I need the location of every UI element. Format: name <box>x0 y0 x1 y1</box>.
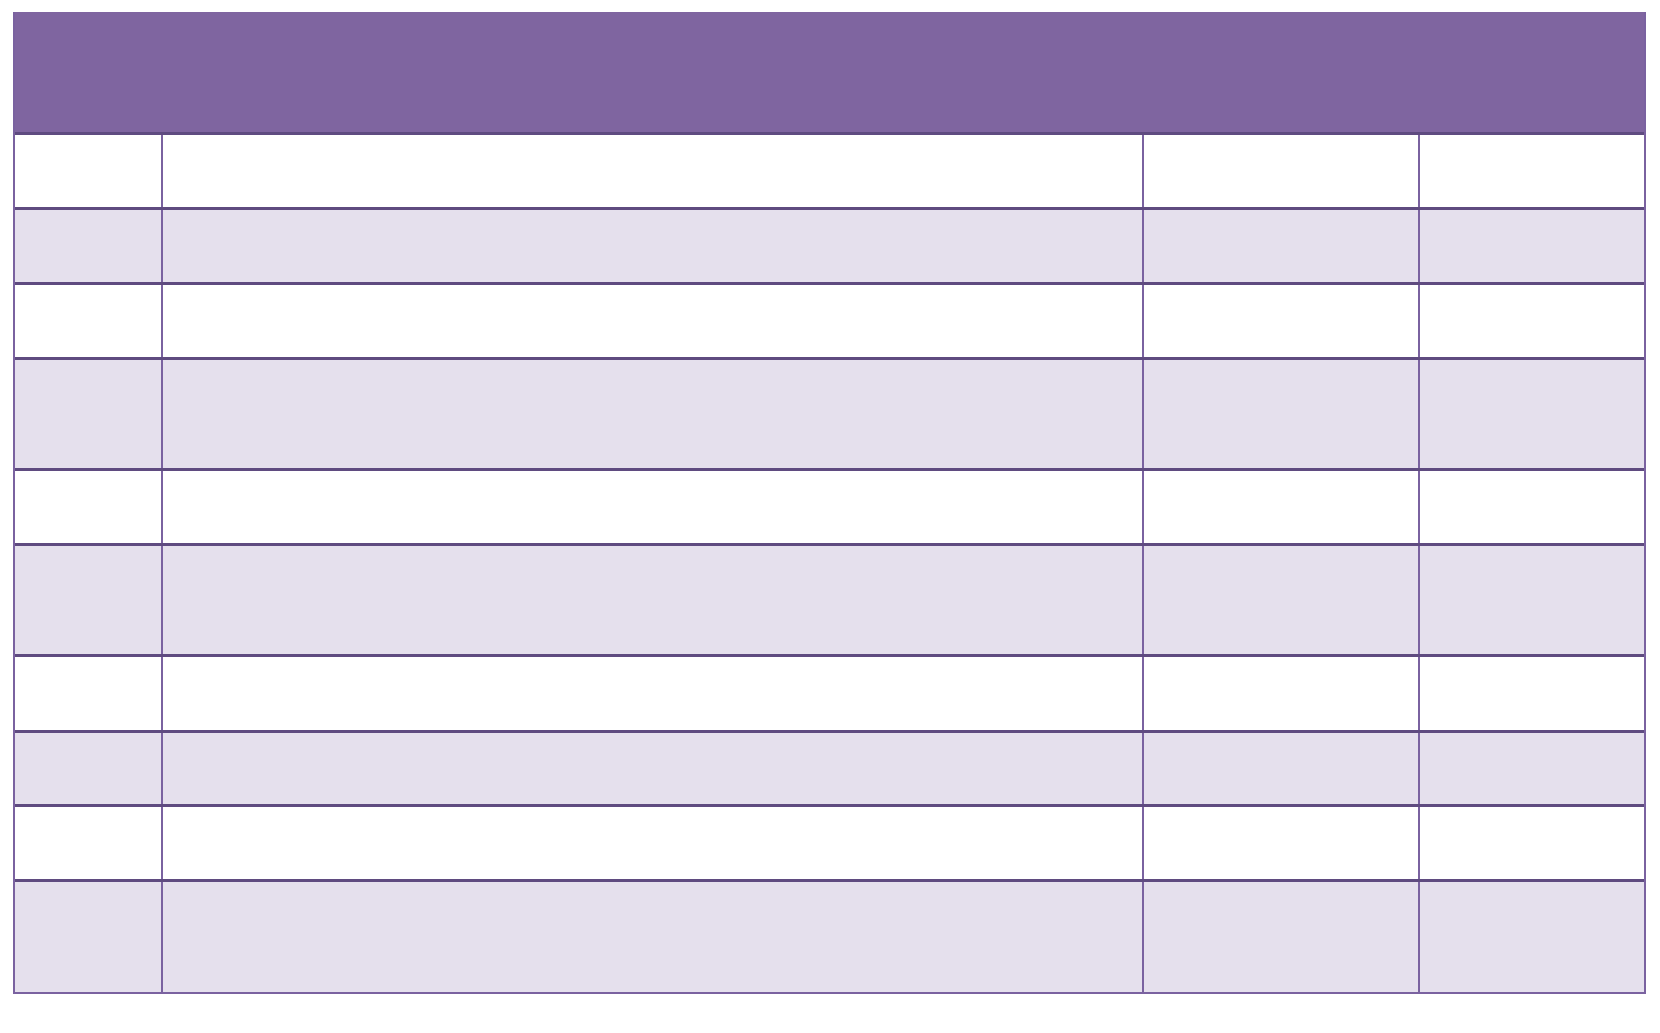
table-cell <box>1420 546 1644 654</box>
table-row <box>15 882 1644 992</box>
table-row <box>15 471 1644 546</box>
table-cell <box>163 360 1144 468</box>
table-cell <box>163 882 1144 992</box>
table-row <box>15 733 1644 807</box>
table-cell <box>163 135 1144 207</box>
table-cell <box>1144 360 1420 468</box>
table-cell <box>1420 135 1644 207</box>
table-cell <box>1144 210 1420 282</box>
table-row <box>15 285 1644 360</box>
table-cell <box>15 135 163 207</box>
table-cell <box>15 285 163 357</box>
table-row <box>15 807 1644 882</box>
table-cell <box>1144 657 1420 730</box>
table-cell <box>1144 733 1420 804</box>
table-row <box>15 135 1644 210</box>
table-cell <box>15 210 163 282</box>
table-cell <box>15 807 163 879</box>
table-cell <box>163 733 1144 804</box>
table-body <box>15 135 1644 992</box>
table-cell <box>1144 546 1420 654</box>
table-cell <box>15 471 163 543</box>
table-header <box>15 12 1644 135</box>
table-cell <box>1420 733 1644 804</box>
table-cell <box>1144 471 1420 543</box>
table-cell <box>1420 285 1644 357</box>
table-cell <box>15 546 163 654</box>
table-cell <box>1420 471 1644 543</box>
table-cell <box>15 882 163 992</box>
table-cell <box>1420 360 1644 468</box>
empty-table <box>13 12 1646 994</box>
table-cell <box>1144 285 1420 357</box>
table-row <box>15 360 1644 471</box>
table-cell <box>163 807 1144 879</box>
table-cell <box>1144 882 1420 992</box>
table-row <box>15 657 1644 733</box>
table-cell <box>163 471 1144 543</box>
table-cell <box>1420 807 1644 879</box>
table-cell <box>1420 657 1644 730</box>
table-row <box>15 546 1644 657</box>
table-cell <box>1144 135 1420 207</box>
table-cell <box>163 546 1144 654</box>
table-cell <box>163 657 1144 730</box>
table-cell <box>1144 807 1420 879</box>
table-cell <box>163 285 1144 357</box>
table-cell <box>15 733 163 804</box>
table-cell <box>15 657 163 730</box>
table-cell <box>15 360 163 468</box>
table-row <box>15 210 1644 285</box>
table-cell <box>1420 882 1644 992</box>
table-cell <box>1420 210 1644 282</box>
table-cell <box>163 210 1144 282</box>
